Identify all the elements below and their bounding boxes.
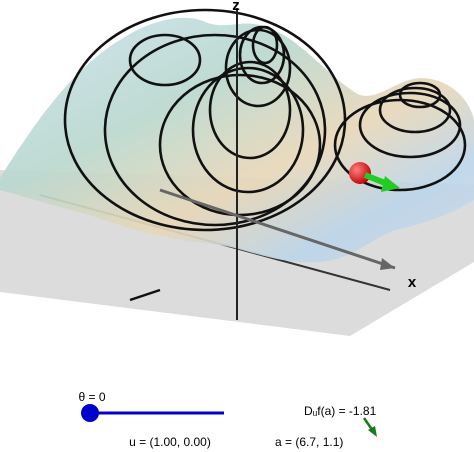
scene-3d[interactable]: z x <box>0 0 474 336</box>
slider-knob[interactable] <box>81 404 99 422</box>
axis-line <box>129 288 161 302</box>
x-axis <box>159 188 396 270</box>
derivative-text: Dᵤf(a) = -1.81 <box>304 404 377 418</box>
point-text: a = (6.7, 1.1) <box>275 435 343 449</box>
point-a[interactable] <box>349 162 371 184</box>
direction-arrowhead <box>381 176 400 192</box>
x-axis-arrow <box>380 258 395 270</box>
x-label: x <box>408 274 417 291</box>
slider-label: θ = 0 <box>78 390 105 404</box>
derivative-arrowhead <box>368 426 377 437</box>
direction-text: u = (1.00, 0.00) <box>129 435 211 449</box>
z-label: z <box>232 0 240 14</box>
